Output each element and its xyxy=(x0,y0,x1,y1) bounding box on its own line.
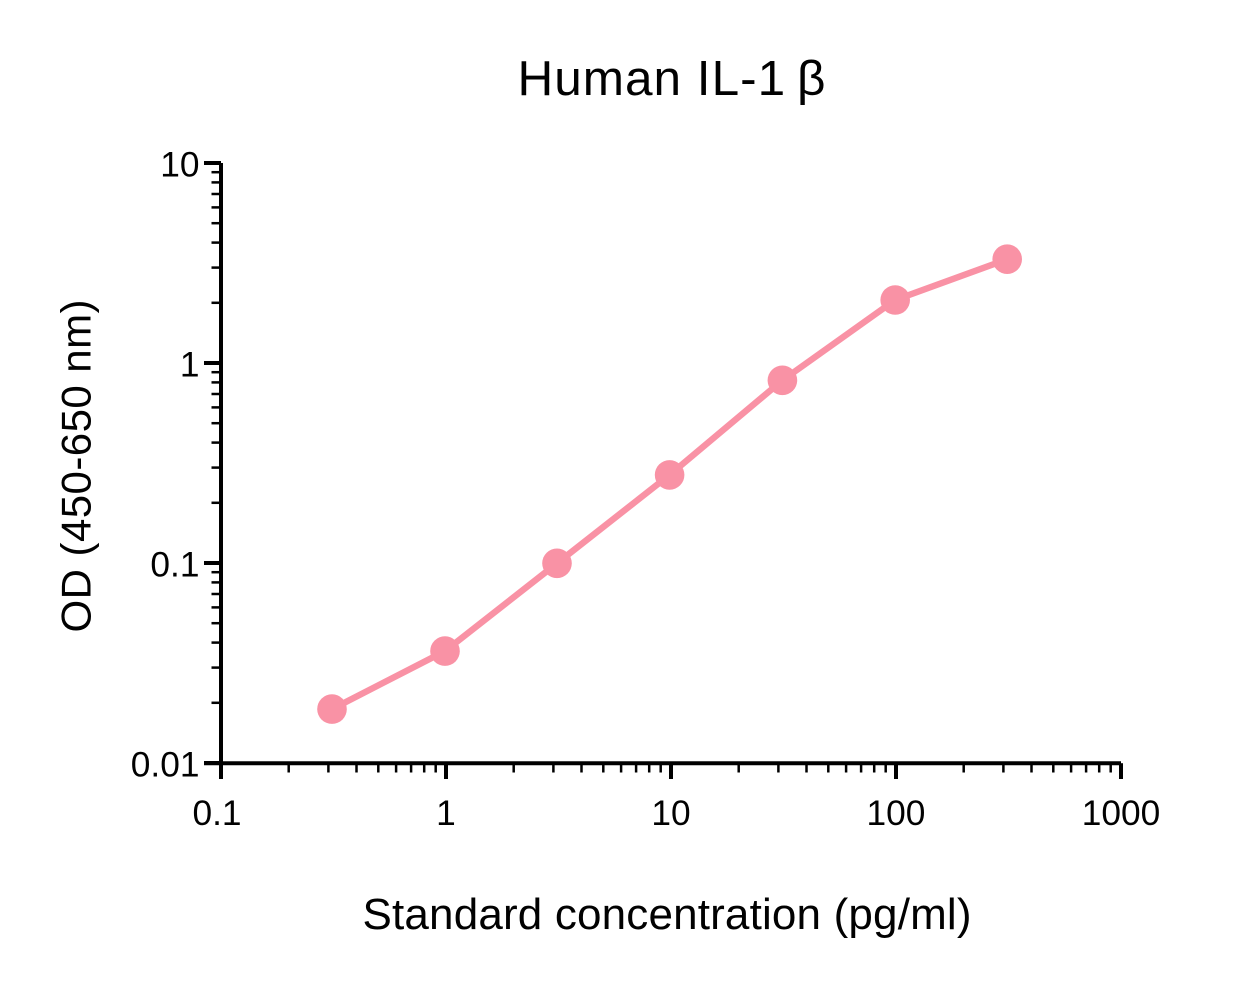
svg-text:Standard concentration (pg/ml): Standard concentration (pg/ml) xyxy=(363,890,972,939)
svg-text:0.1: 0.1 xyxy=(150,545,199,584)
svg-text:1000: 1000 xyxy=(1082,794,1161,833)
svg-text:10: 10 xyxy=(651,794,690,833)
svg-text:100: 100 xyxy=(867,794,926,833)
svg-text:1: 1 xyxy=(436,794,456,833)
svg-text:10: 10 xyxy=(160,145,199,184)
svg-text:0.1: 0.1 xyxy=(192,794,241,833)
svg-text:0.01: 0.01 xyxy=(131,745,200,784)
svg-text:Human IL-1 β: Human IL-1 β xyxy=(518,51,826,106)
svg-text:OD (450-650 nm): OD (450-650 nm) xyxy=(53,300,100,633)
svg-text:1: 1 xyxy=(180,345,200,384)
